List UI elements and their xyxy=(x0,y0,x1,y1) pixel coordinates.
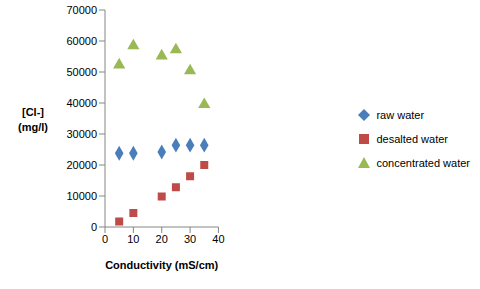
html-text:raw water: raw water xyxy=(376,108,425,121)
svg-text:0: 0 xyxy=(91,221,97,233)
svg-text:50000: 50000 xyxy=(66,66,97,78)
svg-text:40: 40 xyxy=(212,233,224,245)
svg-text:20: 20 xyxy=(156,233,168,245)
html-text:[Cl-]: [Cl-] xyxy=(22,106,44,118)
html-text:desalted water: desalted water xyxy=(376,132,448,145)
html-text:concentrated water: concentrated water xyxy=(376,156,470,169)
svg-text:10000: 10000 xyxy=(66,190,97,202)
svg-text:20000: 20000 xyxy=(66,159,97,171)
svg-text:40000: 40000 xyxy=(66,97,97,109)
svg-text:60000: 60000 xyxy=(66,35,97,47)
svg-text:0: 0 xyxy=(102,233,108,245)
svg-text:30000: 30000 xyxy=(66,128,97,140)
html-text:(mg/l): (mg/l) xyxy=(18,121,48,133)
svg-text:10: 10 xyxy=(127,233,139,245)
svg-text:30: 30 xyxy=(184,233,196,245)
svg-text:Conductivity (mS/cm): Conductivity (mS/cm) xyxy=(105,259,218,271)
svg-text:70000: 70000 xyxy=(66,4,97,16)
